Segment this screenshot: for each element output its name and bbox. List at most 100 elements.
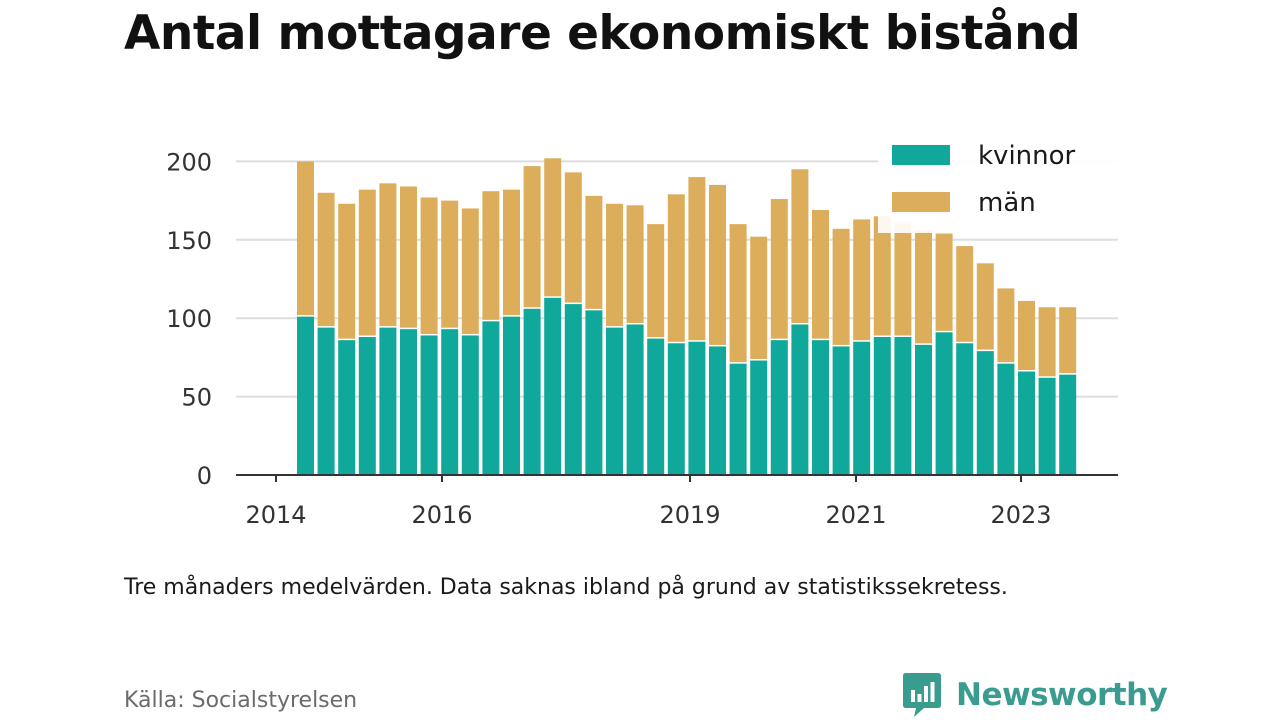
axes: 0 50 100 150 200 2014 2016 2019 2021 2023 bbox=[166, 148, 1118, 529]
chart-title: Antal mottagare ekonomiskt bistånd bbox=[124, 6, 1081, 61]
bar-man bbox=[956, 246, 974, 342]
bar-man bbox=[976, 263, 994, 350]
bar-kvinnor bbox=[461, 335, 479, 475]
bar-kvinnor bbox=[976, 351, 994, 475]
y-tick-label: 150 bbox=[166, 227, 212, 255]
bars bbox=[297, 158, 1077, 475]
y-tick-label: 50 bbox=[181, 384, 212, 412]
bar-kvinnor bbox=[1038, 377, 1056, 475]
bar-man bbox=[853, 219, 871, 341]
bar-kvinnor bbox=[441, 329, 459, 475]
bar-man bbox=[688, 177, 706, 341]
bar-kvinnor bbox=[956, 343, 974, 475]
bar-kvinnor bbox=[523, 308, 541, 475]
bar-kvinnor bbox=[997, 363, 1015, 475]
brand-logo: Newsworthy bbox=[902, 670, 1168, 720]
bar-man bbox=[606, 203, 623, 327]
bar-kvinnor bbox=[1018, 371, 1035, 475]
bar-man bbox=[915, 230, 932, 344]
bar-kvinnor bbox=[812, 340, 829, 475]
bar-kvinnor bbox=[297, 316, 314, 475]
legend: kvinnor män bbox=[878, 135, 1120, 233]
bar-man bbox=[997, 288, 1015, 363]
bar-man bbox=[894, 222, 912, 336]
y-tick-label: 200 bbox=[166, 148, 212, 176]
bar-chart-bubble-icon bbox=[903, 673, 941, 717]
bar-kvinnor bbox=[832, 346, 850, 475]
bar-kvinnor bbox=[358, 337, 376, 475]
bar-kvinnor bbox=[544, 297, 562, 475]
y-tick-label: 100 bbox=[166, 305, 212, 333]
bar-kvinnor bbox=[915, 344, 932, 475]
bar-man bbox=[873, 216, 891, 336]
bar-man bbox=[420, 197, 438, 334]
bar-kvinnor bbox=[626, 324, 644, 475]
y-tick-label: 0 bbox=[197, 462, 212, 490]
bar-kvinnor bbox=[606, 327, 623, 475]
bar-man bbox=[379, 183, 397, 327]
bar-man bbox=[1018, 300, 1035, 371]
bar-kvinnor bbox=[379, 327, 397, 475]
bar-man bbox=[729, 224, 747, 363]
bar-man bbox=[482, 191, 500, 320]
brand-name: Newsworthy bbox=[956, 677, 1168, 713]
source-credit: Källa: Socialstyrelsen bbox=[124, 688, 358, 713]
bar-man bbox=[338, 203, 356, 339]
bar-kvinnor bbox=[791, 324, 809, 475]
bar-man bbox=[400, 186, 417, 328]
bar-kvinnor bbox=[688, 341, 706, 475]
bar-kvinnor bbox=[709, 346, 726, 475]
bar-kvinnor bbox=[585, 310, 603, 475]
bar-kvinnor bbox=[873, 337, 891, 475]
bar-kvinnor bbox=[400, 329, 417, 475]
bar-man bbox=[461, 208, 479, 334]
bar-man bbox=[564, 172, 582, 303]
bar-kvinnor bbox=[729, 363, 747, 475]
bar-man bbox=[935, 233, 953, 331]
bar-kvinnor bbox=[420, 335, 438, 475]
bar-kvinnor bbox=[894, 337, 912, 475]
bar-kvinnor bbox=[338, 340, 356, 475]
bar-kvinnor bbox=[482, 321, 500, 475]
bar-man bbox=[297, 161, 314, 316]
bar-man bbox=[503, 189, 520, 316]
legend-label: män bbox=[978, 188, 1036, 218]
x-tick-label: 2023 bbox=[990, 501, 1051, 529]
legend-swatch-man bbox=[892, 192, 950, 212]
bar-man bbox=[544, 158, 562, 297]
bar-kvinnor bbox=[317, 327, 335, 475]
bar-man bbox=[667, 194, 685, 342]
bar-kvinnor bbox=[564, 304, 582, 475]
bar-kvinnor bbox=[750, 360, 768, 475]
bar-man bbox=[832, 228, 850, 345]
x-tick-label: 2019 bbox=[659, 501, 720, 529]
x-tick-label: 2021 bbox=[825, 501, 886, 529]
legend-label: kvinnor bbox=[978, 141, 1076, 171]
bar-man bbox=[812, 210, 829, 339]
chart-note: Tre månaders medelvärden. Data saknas ib… bbox=[124, 575, 1008, 600]
bar-man bbox=[791, 169, 809, 323]
bar-kvinnor bbox=[1059, 374, 1077, 475]
bar-man bbox=[709, 184, 726, 345]
bar-man bbox=[626, 205, 644, 323]
x-tick-label: 2016 bbox=[411, 501, 472, 529]
bar-kvinnor bbox=[935, 332, 953, 475]
bar-man bbox=[317, 192, 335, 327]
legend-swatch-kvinnor bbox=[892, 145, 950, 165]
bar-kvinnor bbox=[770, 340, 788, 475]
bar-kvinnor bbox=[853, 341, 871, 475]
bar-man bbox=[358, 189, 376, 336]
bar-man bbox=[1038, 307, 1056, 377]
bar-man bbox=[523, 166, 541, 308]
bar-man bbox=[770, 199, 788, 339]
bar-kvinnor bbox=[667, 343, 685, 475]
x-tick-label: 2014 bbox=[245, 501, 306, 529]
bar-kvinnor bbox=[647, 338, 665, 475]
bar-man bbox=[1059, 307, 1077, 374]
bar-kvinnor bbox=[503, 316, 520, 475]
bar-man bbox=[441, 200, 459, 328]
bar-man bbox=[647, 224, 665, 338]
stacked-bar-chart: 0 50 100 150 200 2014 2016 2019 2021 2023 kvinnor… bbox=[166, 135, 1120, 529]
bar-man bbox=[750, 236, 768, 360]
bar-man bbox=[585, 195, 603, 309]
